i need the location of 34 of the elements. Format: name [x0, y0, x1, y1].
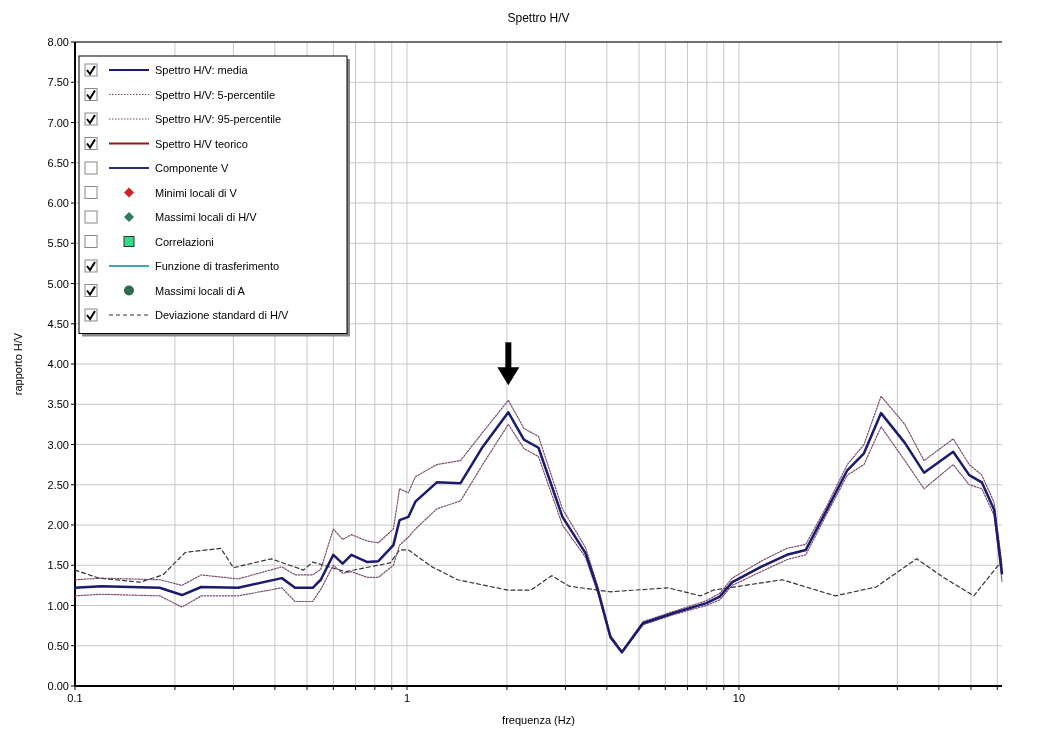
legend-label: Componente V: [155, 162, 230, 174]
legend-label: Spettro H/V: media: [155, 64, 249, 76]
y-tick-label: 8.00: [47, 36, 69, 48]
x-tick-label: 0.1: [67, 692, 83, 704]
y-tick-label: 5.50: [47, 237, 69, 250]
y-tick-label: 1.50: [47, 559, 69, 572]
legend-label: Spettro H/V: 5-percentile: [155, 88, 276, 101]
legend-label: Deviazione standard di H/V: [155, 309, 289, 321]
x-tick-label: 10: [732, 692, 746, 704]
y-tick-label: 7.00: [47, 116, 69, 129]
y-tick-label: 6.50: [47, 156, 69, 169]
y-tick-label: 2.00: [47, 519, 69, 531]
y-tick-label: 5.00: [47, 277, 69, 290]
legend-label: Spettro H/V: 95-percentile: [155, 113, 282, 125]
legend-label: Spettro H/V teorico: [155, 137, 248, 150]
legend-label: Correlazioni: [155, 235, 214, 248]
y-tick-label: 0.50: [47, 639, 69, 652]
legend-label: Massimi locali di H/V: [155, 211, 258, 223]
x-axis-title: frequenza (Hz): [502, 714, 575, 726]
y-tick-label: 7.50: [47, 76, 69, 89]
legend-label: Funzione di trasferimento: [155, 260, 280, 272]
y-tick-label: 6.00: [47, 197, 69, 209]
y-tick-label: 2.50: [47, 478, 69, 491]
y-tick-label: 1.00: [47, 599, 69, 612]
legend-label: Massimi locali di A: [155, 284, 246, 297]
y-tick-label: 3.50: [47, 398, 69, 411]
x-tick-label: 1: [403, 692, 411, 704]
y-tick-label: 4.00: [47, 358, 69, 370]
y-tick-label: 0.00: [47, 680, 69, 692]
y-tick-label: 3.00: [47, 438, 69, 451]
y-tick-label: 4.50: [47, 317, 69, 330]
legend-label: Minimi locali di V: [155, 186, 238, 199]
chart-title: Spettro H/V: [507, 11, 570, 25]
y-axis-title: rapporto H/V: [12, 332, 24, 396]
